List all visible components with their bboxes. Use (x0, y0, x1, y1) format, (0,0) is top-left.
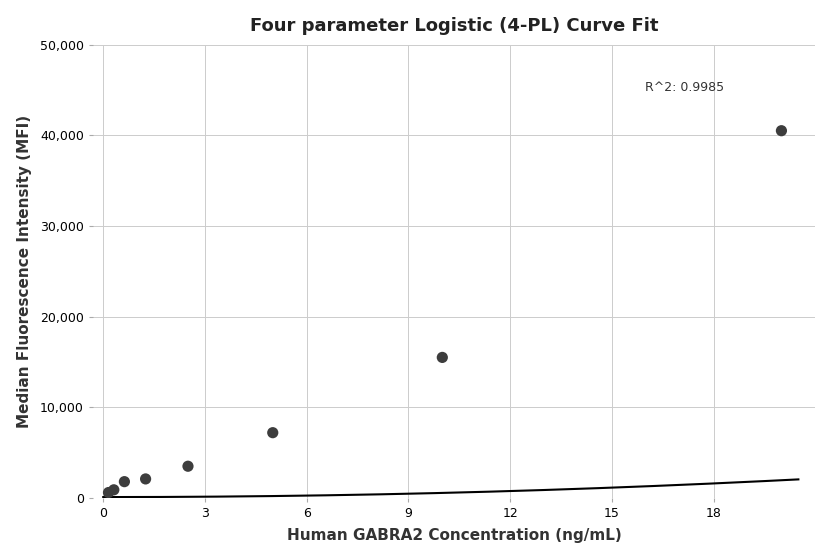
Point (266, 428, 280, 437)
Point (436, 353, 449, 362)
Point (107, 486, 121, 494)
Text: R^2: 0.9985: R^2: 0.9985 (645, 81, 724, 95)
Title: Four parameter Logistic (4-PL) Curve Fit: Four parameter Logistic (4-PL) Curve Fit (250, 17, 658, 35)
X-axis label: Human GABRA2 Concentration (ng/mL): Human GABRA2 Concentration (ng/mL) (287, 528, 622, 543)
Point (118, 477, 131, 486)
Point (139, 474, 152, 483)
Point (775, 126, 788, 135)
Point (181, 462, 195, 471)
Point (102, 488, 115, 497)
Y-axis label: Median Fluorescence Intensity (MFI): Median Fluorescence Intensity (MFI) (17, 115, 32, 428)
